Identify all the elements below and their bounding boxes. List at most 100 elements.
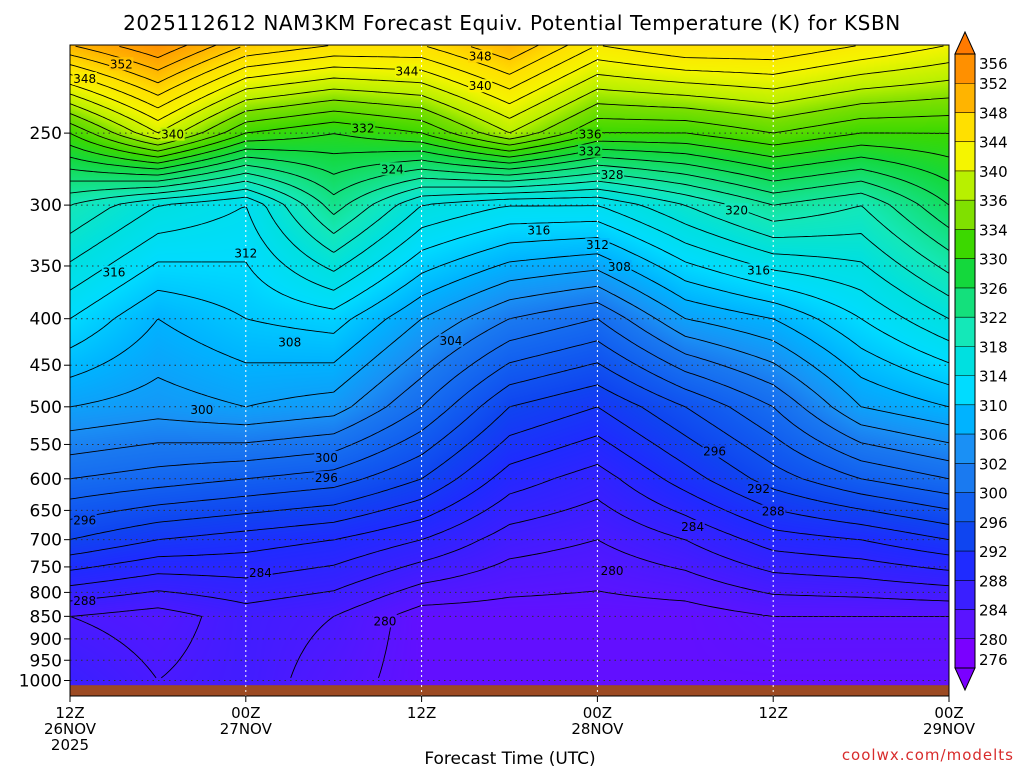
colorbar-level-label: 334 [979, 221, 1008, 239]
colorbar-level-label: 302 [979, 455, 1008, 473]
contour-label-bg [314, 450, 339, 464]
colorbar-segment [955, 170, 975, 201]
contour-label-bg [160, 127, 185, 141]
colorbar-level-label: 284 [979, 602, 1008, 620]
contour-line [70, 164, 949, 229]
pressure-tick-label: 850 [30, 607, 62, 627]
colorbar-segment [955, 551, 975, 581]
colorbar-bottom-arrow [954, 667, 976, 692]
contour-label: 352 [110, 57, 133, 71]
pressure-tick-label: 250 [30, 124, 62, 144]
contour-label-bg [109, 57, 134, 71]
contour-line [70, 498, 949, 605]
contour-label-bg [350, 121, 376, 135]
pressure-tick-label: 400 [30, 310, 62, 330]
colorbar-level-label: 330 [979, 251, 1008, 269]
colorbar-level-label: 288 [979, 572, 1008, 590]
colorbar-level-label: 306 [979, 426, 1008, 444]
colorbar-level-label: 326 [979, 280, 1008, 298]
contour-label-bg [72, 594, 97, 608]
contour-line [70, 148, 949, 182]
pressure-axis: 250 300 350 400 450 500 550 600 650 700 750 800 850 9… [19, 124, 70, 692]
colorbar-segment [955, 580, 975, 611]
contour-label: 320 [725, 203, 748, 217]
credit-text[interactable]: coolwx.com/modelts [842, 746, 1014, 764]
colorbar-segment [955, 112, 975, 143]
time-tick-label: 27NOV [220, 720, 273, 738]
contour-labels: 352 348 348 344 340 340 332 336 332 324 328 320 316 3… [72, 49, 786, 628]
contour-label: 280 [374, 614, 397, 628]
contour-line [70, 188, 949, 297]
colorbar-segment [955, 375, 975, 406]
colorbar-level-label: 344 [979, 134, 1008, 152]
colorbar-segment [955, 492, 975, 523]
pressure-tick-label: 300 [30, 196, 62, 216]
theta-e-contours [70, 45, 949, 679]
contour-label: 280 [601, 564, 624, 578]
contour-label-bg [72, 72, 97, 86]
contour-label-bg [233, 246, 258, 260]
colorbar-segment [955, 200, 975, 230]
colorbar-segment [955, 287, 975, 318]
pressure-tick-label: 1000 [19, 672, 62, 692]
colorbar-top-arrow [954, 30, 976, 55]
colorbar-segment [955, 521, 975, 552]
time-tick-label: 28NOV [571, 720, 624, 738]
contour-label: 316 [102, 266, 125, 280]
contour-line [70, 362, 949, 520]
x-axis-title: Forecast Time (UTC) [424, 749, 595, 768]
contour-label-bg [607, 260, 632, 274]
colorbar: 276 280 284 288 292 296 300 302 306 310 314 318 322 3… [954, 30, 1008, 692]
contour-label-bg [314, 471, 339, 485]
contour-line [70, 269, 949, 426]
contour-label: 328 [601, 168, 624, 182]
chart-title: 2025112612 NAM3KM Forecast Equiv. Potent… [123, 11, 901, 35]
colorbar-segment [955, 317, 975, 347]
contour-label-bg [585, 238, 610, 252]
colorbar-segment [955, 346, 975, 377]
pressure-tick-label: 950 [30, 651, 62, 671]
contour-label: 324 [381, 162, 404, 176]
pressure-tick-label: 800 [30, 583, 62, 603]
colorbar-level-label: 318 [979, 338, 1008, 356]
contour-line [70, 45, 569, 96]
contour-label: 296 [315, 471, 338, 485]
ground-fill [70, 685, 949, 696]
contour-line [70, 539, 949, 679]
contour-label: 340 [469, 79, 492, 93]
contour-label-bg [746, 482, 771, 496]
contour-label-bg [599, 168, 625, 182]
contour-line [70, 285, 949, 444]
colorbar-segment [955, 258, 975, 289]
ground-layer [70, 685, 949, 696]
colorbar-segment [955, 609, 975, 640]
colorbar-frame [954, 53, 976, 669]
colorbar-segment [955, 404, 975, 435]
contour-label-bg [438, 333, 463, 347]
contour-label-bg [761, 504, 786, 518]
contour-label-bg [468, 49, 493, 63]
contour-label-bg [101, 265, 127, 279]
contour-line [70, 180, 949, 274]
contour-line [70, 196, 949, 320]
pressure-tick-label: 750 [30, 558, 62, 578]
contour-label: 288 [73, 594, 96, 608]
contour-label-bg [577, 127, 603, 141]
contour-line [70, 302, 949, 462]
colorbar-segment [955, 141, 975, 172]
contour-label-bg [599, 564, 625, 578]
contour-label: 344 [395, 65, 418, 79]
time-tick-label: 12Z [55, 704, 84, 722]
contour-label-bg [72, 513, 97, 527]
contour-label: 332 [579, 145, 602, 159]
colorbar-level-label: 336 [979, 192, 1008, 210]
contour-label: 308 [278, 336, 301, 350]
plot-frame [69, 44, 950, 697]
pressure-tick-label: 500 [30, 398, 62, 418]
contour-label: 348 [73, 72, 96, 86]
colorbar-level-label: 356 [979, 55, 1008, 73]
contour-line [70, 79, 949, 140]
contour-label-bg [394, 64, 420, 78]
contour-label-bg [526, 223, 551, 237]
